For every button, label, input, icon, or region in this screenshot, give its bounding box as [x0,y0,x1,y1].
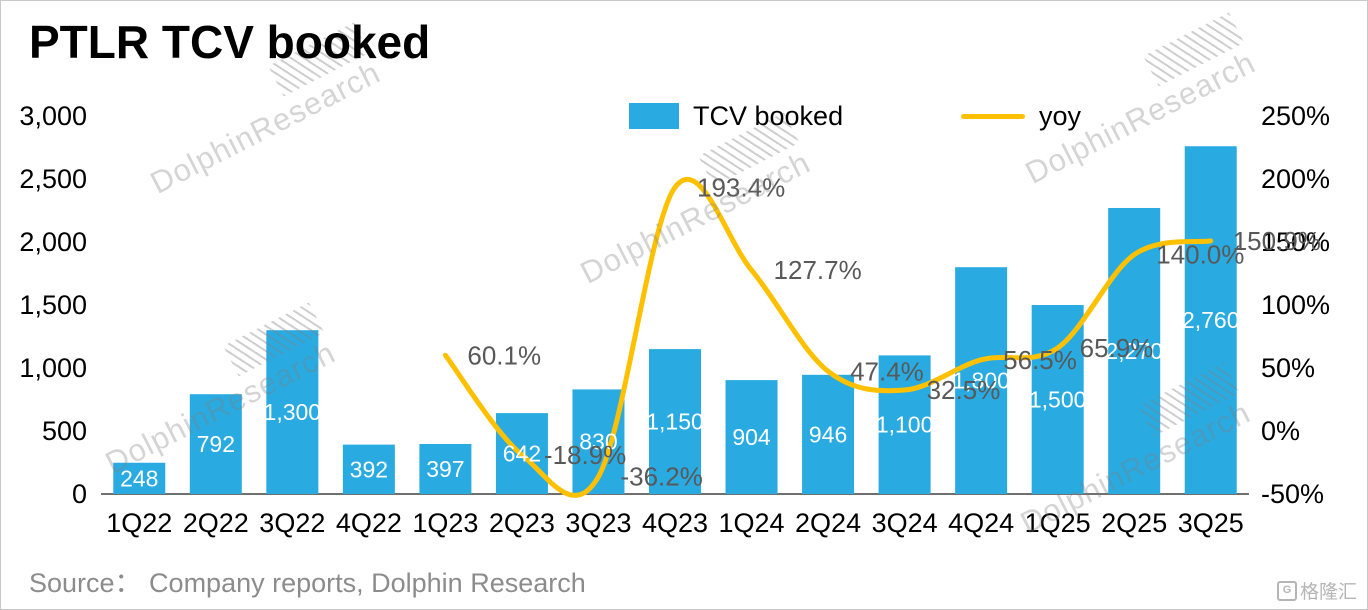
yoy-value-label: 56.5% [1003,345,1077,375]
bar-value-label: 2,270 [1105,338,1163,364]
yoy-value-label: 127.7% [774,255,862,285]
y-axis-right-tick: 100% [1261,290,1330,320]
bar-value-label: 392 [350,456,388,482]
bar [113,462,166,494]
x-axis-label: 3Q25 [1178,508,1244,538]
bar [725,380,778,494]
x-axis-label: 1Q22 [106,508,172,538]
x-axis-label: 2Q22 [183,508,249,538]
yoy-value-label: 140.0% [1156,240,1244,270]
yoy-value-label: 32.5% [927,375,1001,405]
yoy-value-label: 193.4% [697,172,785,202]
yoy-value-label: -36.2% [620,462,702,492]
bar [802,374,855,494]
bar-value-label: 946 [809,421,847,447]
source-note: Source： Company reports, Dolphin Researc… [29,568,586,598]
yoy-value-label: 150.9% [1233,226,1321,256]
bar-value-label: 792 [197,431,235,457]
gelonghui-logo-text: 格隆汇 [1299,582,1357,603]
bar-value-label: 904 [732,424,771,450]
x-axis-label: 1Q23 [412,508,478,538]
bar [1184,146,1237,495]
bar-value-label: 642 [503,441,541,467]
x-axis-label: 4Q22 [336,508,402,538]
y-axis-left-tick: 3,000 [19,101,87,131]
yoy-value-label: 65.9% [1080,333,1154,363]
legend-bar-swatch [629,103,679,129]
bar [878,355,931,494]
bar [1031,305,1084,494]
bar-value-label: 1,150 [646,409,704,435]
y-axis-right-tick: 200% [1261,164,1330,194]
bar [266,330,319,494]
x-axis-label: 1Q25 [1025,508,1091,538]
bar [342,444,395,494]
y-axis-right-tick: 250% [1261,101,1330,131]
bar [649,349,701,494]
y-axis-right-tick: 150% [1261,227,1330,257]
y-axis-right-tick: 50% [1261,353,1315,383]
x-axis-label: 2Q25 [1101,508,1167,538]
legend-item-yoy: yoy [961,101,1081,131]
x-axis-label: 4Q23 [642,508,708,538]
x-axis-label: 3Q24 [872,508,938,538]
y-axis-right-tick: 0% [1261,416,1300,446]
legend-line-label: yoy [1039,100,1082,131]
bar [419,443,472,494]
y-axis-right-tick: -50% [1261,479,1324,509]
bar-value-label: 397 [426,456,464,482]
gelonghui-logo: G 格隆汇 [1276,577,1357,604]
yoy-value-label: -18.9% [544,440,626,470]
x-axis-label: 2Q24 [795,508,861,538]
yoy-line [442,176,1214,498]
y-axis-left-tick: 2,000 [19,227,87,257]
bar-value-label: 248 [120,465,158,491]
legend-bar-label: TCV booked [693,100,844,131]
x-axis-label: 2Q23 [489,508,555,538]
bar-value-label: 830 [579,429,617,455]
x-axis-label: 1Q24 [719,508,785,538]
bar [955,267,1008,494]
bar-value-label: 1,500 [1029,387,1087,413]
bar-value-label: 1,300 [264,399,322,425]
y-axis-left-tick: 2,500 [19,164,87,194]
bar [189,394,242,494]
yoy-value-label: 47.4% [850,356,924,386]
y-axis-left-tick: 1,500 [19,290,87,320]
yoy-value-label: 60.1% [467,340,541,370]
bar-value-label: 2,760 [1182,307,1240,333]
y-axis-left-tick: 500 [42,416,87,446]
legend-line-swatch [961,113,1025,119]
gelonghui-logo-icon: G [1276,580,1297,601]
legend-item-tcv: TCV booked [629,101,843,131]
x-axis-label: 3Q22 [259,508,325,538]
chart-title: PTLR TCV booked [29,16,431,68]
bar-value-label: 1,100 [876,412,934,438]
x-axis-label: 3Q23 [565,508,631,538]
y-axis-left-tick: 1,000 [19,353,87,383]
y-axis-left-tick: 0 [72,479,87,509]
x-axis-label: 4Q24 [948,508,1014,538]
bar-value-label: 1,800 [952,368,1010,394]
